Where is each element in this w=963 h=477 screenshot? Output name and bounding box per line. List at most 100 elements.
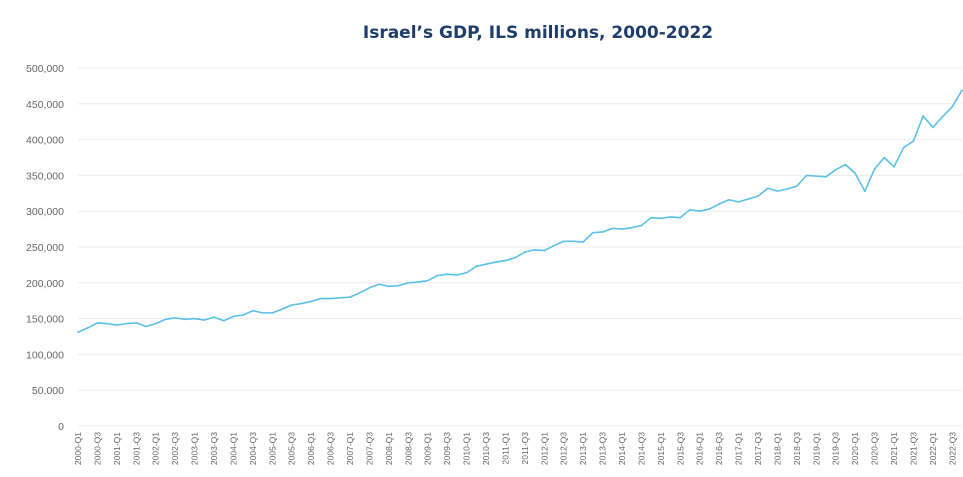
data-point bbox=[582, 241, 584, 243]
data-point bbox=[388, 285, 390, 288]
data-point bbox=[640, 224, 643, 227]
data-point bbox=[426, 279, 429, 282]
data-point bbox=[329, 297, 332, 300]
data-point bbox=[660, 217, 662, 220]
data-point bbox=[689, 208, 691, 211]
series-layer bbox=[77, 89, 963, 334]
data-point bbox=[184, 318, 186, 321]
x-tick-label: 2000-Q3 bbox=[92, 432, 102, 465]
data-point bbox=[679, 216, 682, 219]
x-tick-label: 2009-Q1 bbox=[423, 432, 433, 465]
x-tick-label: 2016-Q1 bbox=[695, 432, 705, 465]
data-point bbox=[747, 198, 750, 200]
data-point bbox=[174, 317, 176, 319]
y-tick-label: 150,000 bbox=[26, 314, 64, 326]
data-point bbox=[776, 190, 779, 192]
data-point bbox=[203, 319, 206, 321]
x-tick-label: 2012-Q3 bbox=[559, 432, 569, 465]
x-tick-label: 2020-Q3 bbox=[870, 432, 880, 465]
data-point bbox=[397, 284, 400, 287]
data-point bbox=[893, 166, 895, 168]
x-tick-label: 2012-Q1 bbox=[539, 432, 549, 465]
data-point bbox=[504, 259, 507, 262]
data-point bbox=[718, 203, 720, 205]
x-tick-label: 2011-Q1 bbox=[500, 432, 510, 465]
y-tick-label: 200,000 bbox=[26, 278, 64, 290]
x-tick-label: 2022-Q3 bbox=[947, 432, 957, 465]
data-point bbox=[805, 174, 808, 177]
x-tick-label: 2004-Q1 bbox=[228, 432, 238, 465]
data-point bbox=[368, 287, 371, 289]
data-point bbox=[77, 331, 79, 334]
x-tick-label: 2010-Q1 bbox=[462, 432, 472, 465]
x-tick-label: 2008-Q3 bbox=[403, 432, 413, 465]
data-point bbox=[417, 281, 419, 283]
data-point bbox=[912, 140, 915, 142]
data-point bbox=[951, 105, 954, 108]
chart-title: Israel’s GDP, ILS millions, 2000-2022 bbox=[363, 23, 713, 43]
y-tick-label: 0 bbox=[58, 421, 64, 433]
data-point bbox=[242, 314, 244, 316]
data-point bbox=[883, 156, 886, 159]
x-tick-label: 2017-Q3 bbox=[753, 432, 763, 465]
y-tick-label: 250,000 bbox=[26, 242, 64, 254]
data-point bbox=[436, 274, 439, 277]
x-tick-label: 2006-Q3 bbox=[326, 432, 336, 465]
x-tick-label: 2019-Q1 bbox=[811, 432, 821, 465]
data-point bbox=[728, 198, 730, 201]
data-point bbox=[281, 308, 283, 311]
data-point bbox=[854, 172, 856, 175]
data-point bbox=[213, 316, 215, 318]
data-point bbox=[621, 228, 623, 230]
data-point bbox=[261, 312, 264, 314]
data-point bbox=[834, 168, 837, 171]
data-point bbox=[766, 187, 769, 190]
x-tick-label: 2009-Q3 bbox=[442, 432, 452, 465]
data-point bbox=[815, 175, 818, 177]
data-point bbox=[592, 231, 594, 234]
data-point bbox=[358, 292, 361, 294]
x-tick-label: 2020-Q1 bbox=[850, 432, 860, 465]
x-tick-label: 2003-Q1 bbox=[190, 432, 200, 465]
y-tick-label: 500,000 bbox=[26, 63, 64, 75]
gridlines bbox=[78, 67, 962, 427]
data-point bbox=[601, 231, 604, 233]
data-point bbox=[553, 244, 555, 247]
data-point bbox=[475, 265, 478, 268]
x-tick-label: 2015-Q3 bbox=[675, 432, 685, 465]
data-point bbox=[611, 227, 614, 230]
data-point bbox=[456, 274, 458, 276]
data-point bbox=[116, 324, 118, 326]
x-tick-label: 2016-Q3 bbox=[714, 432, 724, 465]
x-tick-label: 2017-Q1 bbox=[734, 432, 744, 465]
data-point bbox=[222, 319, 225, 322]
data-point bbox=[873, 168, 876, 170]
data-point bbox=[310, 300, 312, 303]
x-tick-label: 2021-Q1 bbox=[889, 432, 899, 465]
data-point bbox=[339, 297, 342, 299]
data-point bbox=[145, 325, 147, 328]
x-tick-label: 2013-Q1 bbox=[578, 432, 588, 465]
data-point bbox=[961, 89, 963, 91]
x-tick-label: 2011-Q3 bbox=[520, 432, 530, 465]
x-tick-label: 2002-Q1 bbox=[151, 432, 161, 465]
data-point bbox=[252, 309, 254, 312]
x-tick-label: 2000-Q1 bbox=[73, 432, 83, 465]
data-point bbox=[922, 115, 924, 117]
data-point bbox=[825, 176, 827, 178]
data-point bbox=[290, 304, 293, 306]
x-tick-label: 2019-Q3 bbox=[831, 432, 841, 465]
data-point bbox=[932, 126, 934, 129]
data-point bbox=[125, 322, 128, 325]
x-tick-label: 2001-Q3 bbox=[131, 432, 141, 465]
data-point bbox=[446, 273, 448, 276]
x-tick-label: 2002-Q3 bbox=[170, 432, 180, 465]
x-axis-tick-labels: 2000-Q1 2000-Q3 2001-Q1 2001-Q3 2002-Q1 2002-… bbox=[73, 432, 957, 465]
data-point bbox=[106, 322, 108, 325]
x-tick-label: 2007-Q1 bbox=[345, 432, 355, 465]
data-point bbox=[650, 216, 652, 219]
data-point bbox=[562, 240, 565, 243]
x-tick-label: 2008-Q1 bbox=[384, 432, 394, 465]
x-tick-label: 2006-Q1 bbox=[306, 432, 316, 465]
